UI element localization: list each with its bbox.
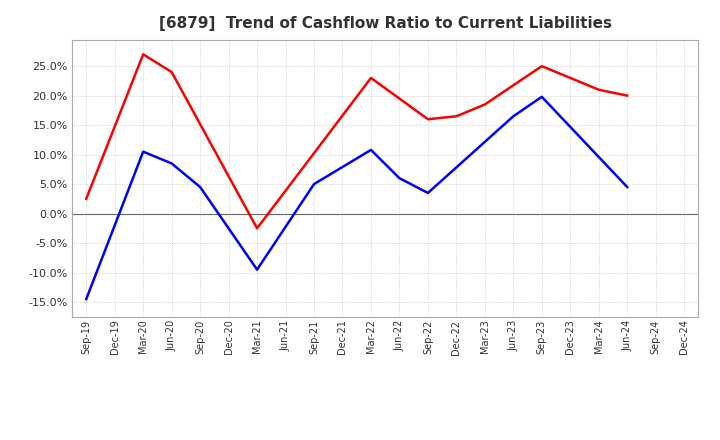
Free CF to Current Liabilities [423,191,432,196]
Free CF to Current Liabilities [395,176,404,181]
Operating CF to Current Liabilities [595,87,603,92]
Operating CF to Current Liabilities [480,102,489,107]
Operating CF to Current Liabilities [423,117,432,122]
Operating CF to Current Liabilities [139,52,148,57]
Operating CF to Current Liabilities [167,70,176,75]
Free CF to Current Liabilities [310,181,318,187]
Operating CF to Current Liabilities [253,226,261,231]
Operating CF to Current Liabilities [623,93,631,98]
Operating CF to Current Liabilities [452,114,461,119]
Free CF to Current Liabilities [623,184,631,190]
Free CF to Current Liabilities [537,94,546,99]
Free CF to Current Liabilities [196,184,204,190]
Operating CF to Current Liabilities [366,75,375,81]
Free CF to Current Liabilities [167,161,176,166]
Free CF to Current Liabilities [253,267,261,272]
Line: Operating CF to Current Liabilities: Operating CF to Current Liabilities [86,55,627,228]
Operating CF to Current Liabilities [537,63,546,69]
Free CF to Current Liabilities [82,297,91,302]
Free CF to Current Liabilities [366,147,375,153]
Line: Free CF to Current Liabilities: Free CF to Current Liabilities [86,97,627,299]
Free CF to Current Liabilities [509,114,518,119]
Free CF to Current Liabilities [139,149,148,154]
Title: [6879]  Trend of Cashflow Ratio to Current Liabilities: [6879] Trend of Cashflow Ratio to Curren… [158,16,612,32]
Operating CF to Current Liabilities [82,196,91,202]
